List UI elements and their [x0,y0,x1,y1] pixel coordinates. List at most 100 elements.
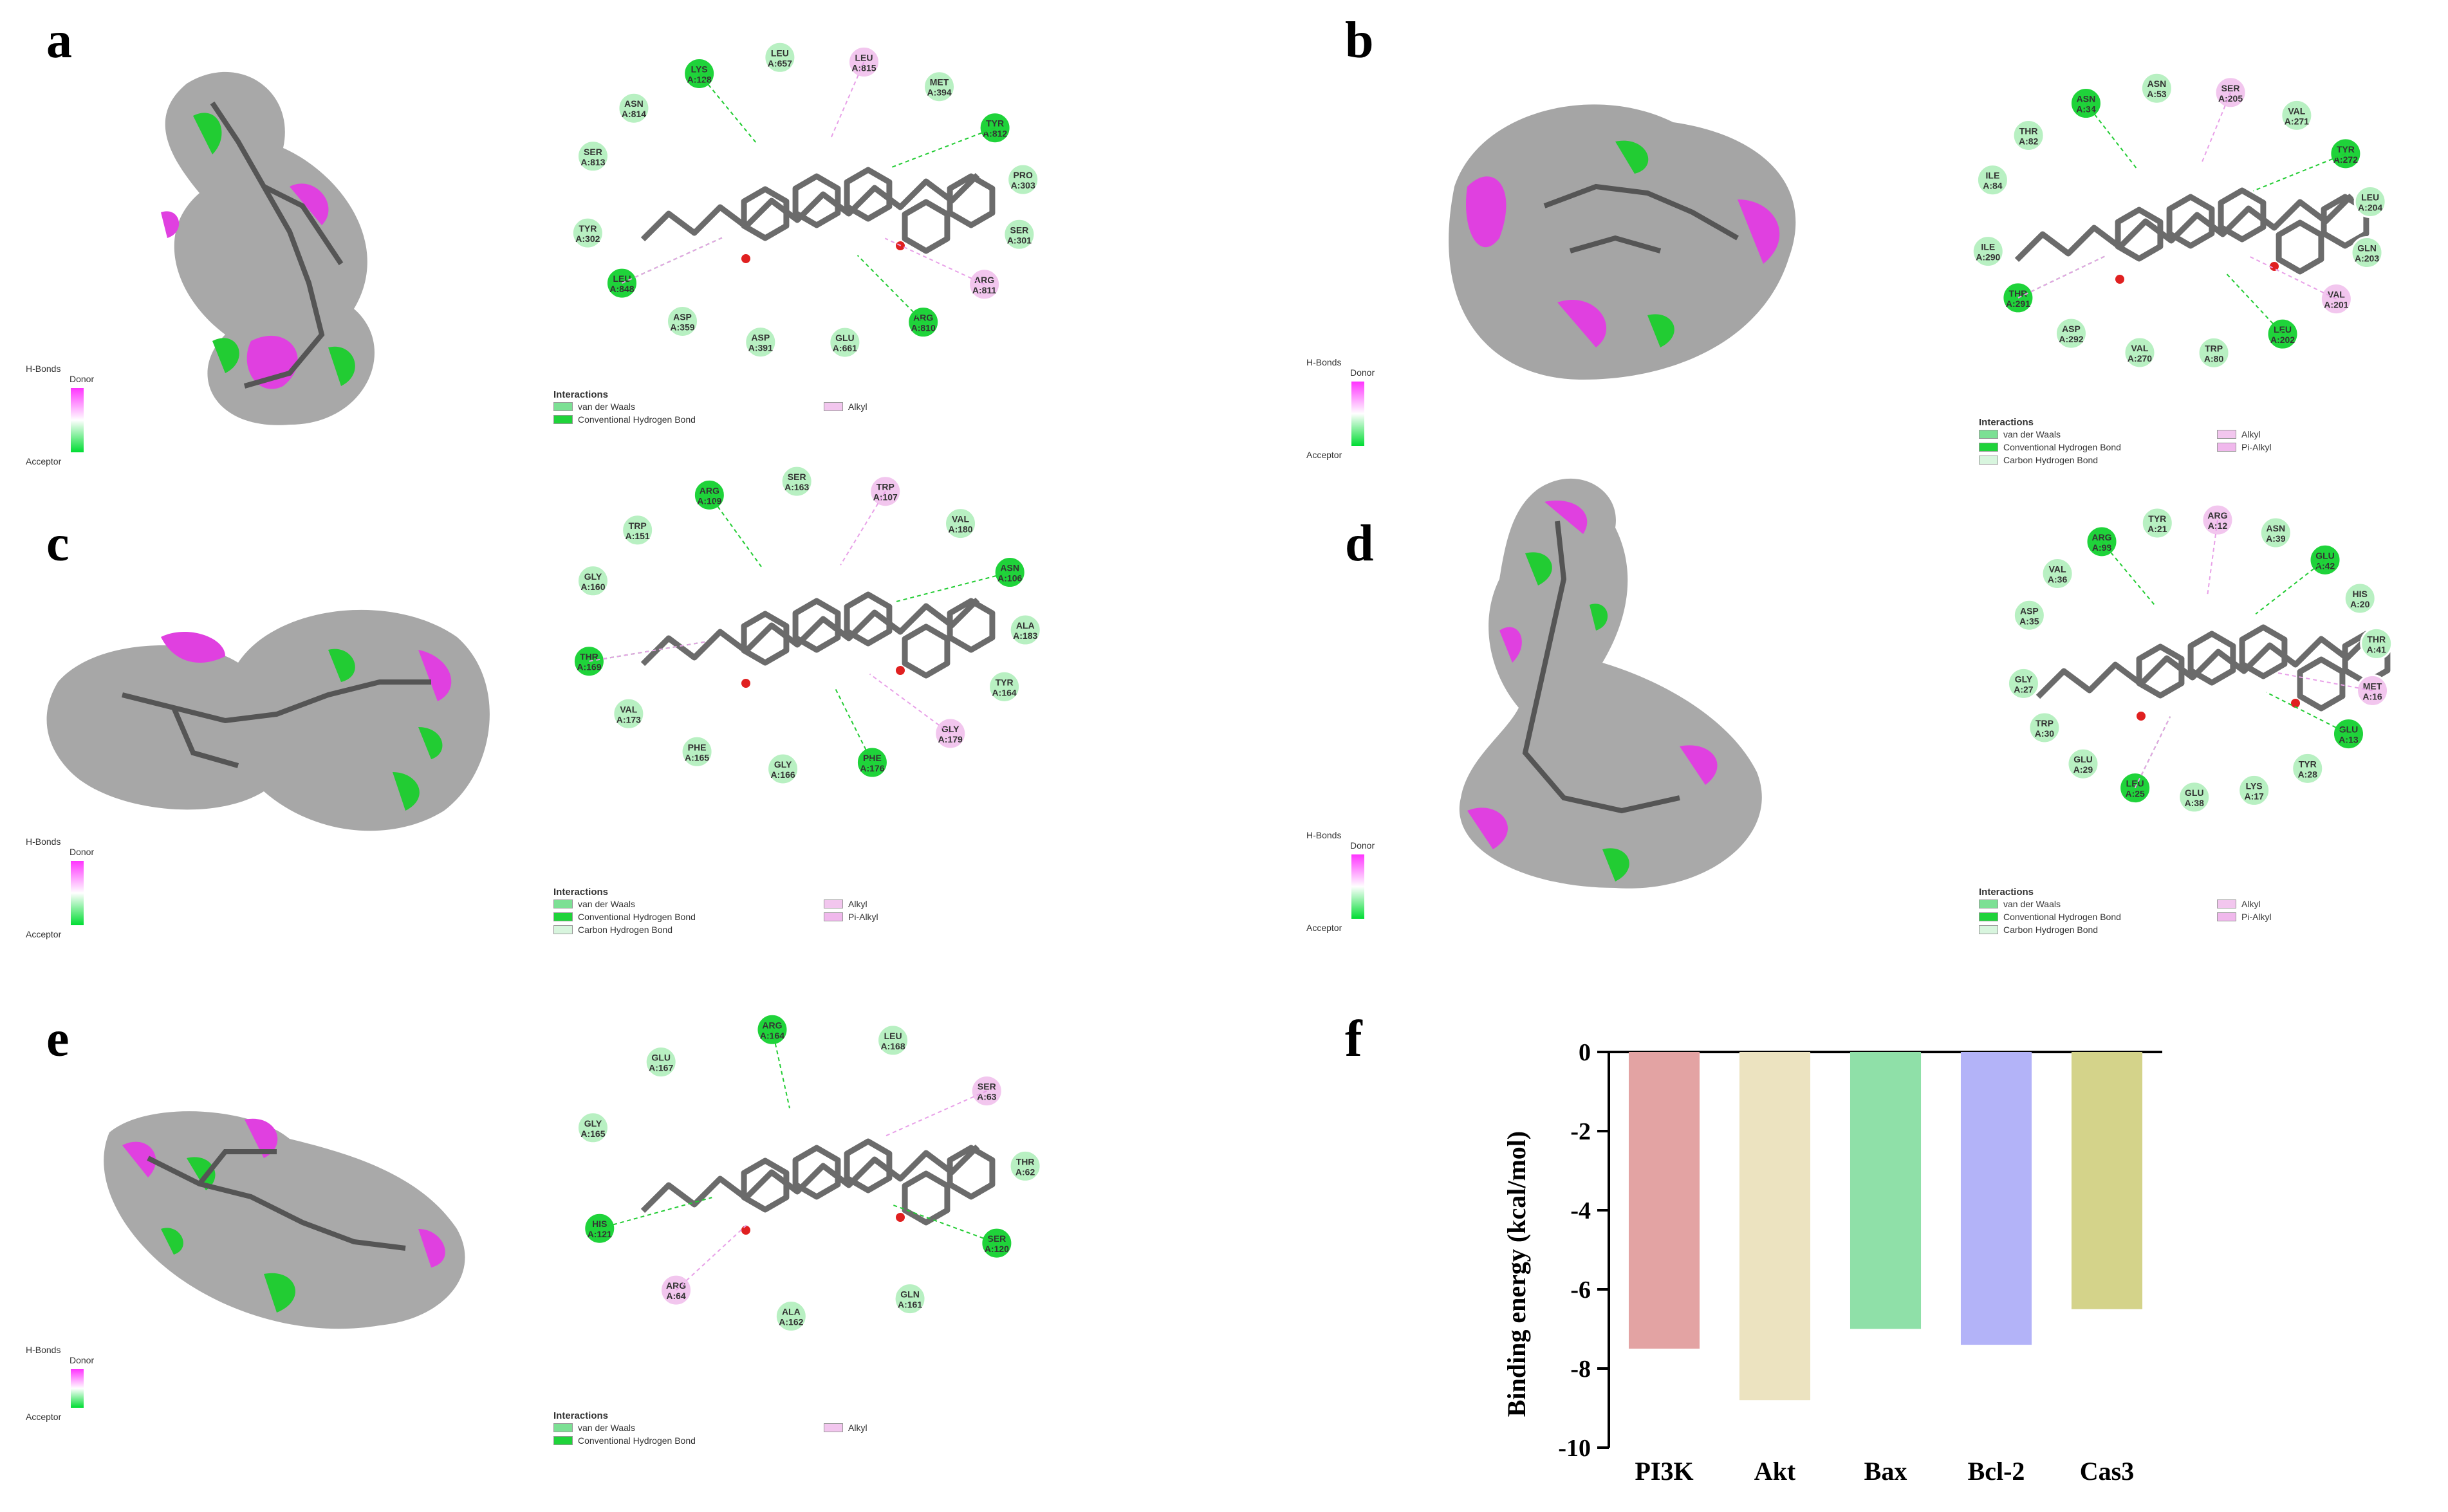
bar-cas3 [2071,1052,2143,1309]
legend-label: Alkyl [2241,899,2261,909]
hbond-title: H-Bonds [26,1345,61,1355]
residue-label: ILE [1986,171,2000,181]
legend-label: Pi-Alkyl [848,912,878,922]
residue-label: MET [2363,681,2382,691]
ligand-ring [792,598,841,653]
hbond-legend-a: H-Bonds Donor Acceptor [26,364,94,466]
residue-label: A:80 [2204,353,2224,364]
ligand-structure [640,1138,996,1226]
hbond-line [599,1197,712,1230]
legend-swatch [2217,443,2236,452]
residue-label: A:13 [2339,735,2359,745]
ligand-ring [2166,194,2215,249]
residue-label: A:303 [1011,180,1035,190]
x-category-label: Bax [1864,1457,1907,1486]
ligand-ring [844,1138,893,1194]
ligand-ring [792,173,841,228]
ligand-structure [640,167,996,254]
legend-swatch [553,925,573,934]
residue-label: SER [788,472,806,482]
ligand-ring [902,199,950,254]
legend-entry: Alkyl [2217,898,2429,910]
alkyl-line [2017,255,2106,299]
hbond-title: H-Bonds [1306,357,1342,367]
legend-swatch [553,415,573,424]
residue-label: SER [978,1082,996,1092]
alkyl-line [840,491,886,566]
legend-entry: Pi-Alkyl [2217,441,2429,454]
hbond-line [857,255,924,323]
surface-render-a [161,71,375,425]
bar-bcl-2 [1960,1052,2032,1345]
legend-label: van der Waals [578,899,635,909]
residue-label: HIS [592,1219,607,1229]
residue-label: A:168 [881,1041,905,1051]
legend-label: Alkyl [848,899,867,909]
binding-energy-bar-chart: Binding energy (kcal/mol) 0 -2 -4 -6 -8 -10 PI… [1502,1039,2162,1486]
hbond-legend-e: H-Bonds Donor Acceptor [26,1345,94,1422]
legend-swatch [824,1423,843,1432]
hbond-acceptor-label: Acceptor [26,929,62,939]
residue-label: A:812 [983,129,1007,139]
ligand-ring [2187,631,2236,686]
y-tick-label: -6 [1570,1277,1591,1304]
residue-label: A:107 [873,492,898,502]
hbond-donor-label: Donor [70,374,95,384]
ligand-ring [947,1145,996,1200]
hbond-gradient [71,388,84,452]
legend-label: Alkyl [848,401,867,412]
legend-entry [824,1434,1068,1447]
interactions-legend-a: Interactions van der Waals Alkyl Convention… [553,389,1068,426]
legend-entry: Alkyl [2217,428,2429,441]
x-category-label: PI3K [1635,1457,1693,1486]
oxygen-atom [741,254,750,263]
legend-entry: Pi-Alkyl [824,910,1068,923]
residue-label: GLU [2185,788,2204,798]
legend-swatch [1979,899,1998,908]
legend-entry: Pi-Alkyl [2217,910,2429,923]
residue-label: GLY [2015,674,2033,684]
hbond-gradient [1351,854,1364,919]
hbond-gradient [71,1369,84,1408]
legend-swatch [1979,430,1998,439]
ligand-ring [947,173,996,228]
residue-label: A:34 [2076,104,2096,115]
hbond-gradient [1351,382,1364,446]
residue-label: A:62 [1015,1166,1035,1177]
residue-label: ARG [913,313,933,323]
bar-akt [1739,1052,1811,1401]
hbond-line [2255,559,2326,615]
ligand-ring [844,167,893,222]
ligand-structure [640,591,996,679]
oxygen-atom [2137,712,2146,721]
legend-entry: van der Waals [553,400,798,413]
residue-label: GLU [835,333,855,343]
legend-label: van der Waals [2003,429,2061,439]
alkyl-line [622,237,723,284]
legend-entry: Conventional Hydrogen Bond [1979,910,2191,923]
hbond-donor-label: Donor [70,1355,95,1365]
hbond-line [896,571,1010,602]
legend-entry: Carbon Hydrogen Bond [1979,923,2191,936]
residue-label: A:167 [649,1063,673,1073]
hbond-donor-label: Donor [1350,840,1375,851]
residue-label: ASP [2062,324,2081,334]
residue-label: A:391 [748,343,773,353]
legend-label: Conventional Hydrogen Bond [578,912,696,922]
y-tick-label: 0 [1579,1039,1591,1066]
residue-label: A:813 [580,157,605,167]
legend-label: van der Waals [2003,899,2061,909]
